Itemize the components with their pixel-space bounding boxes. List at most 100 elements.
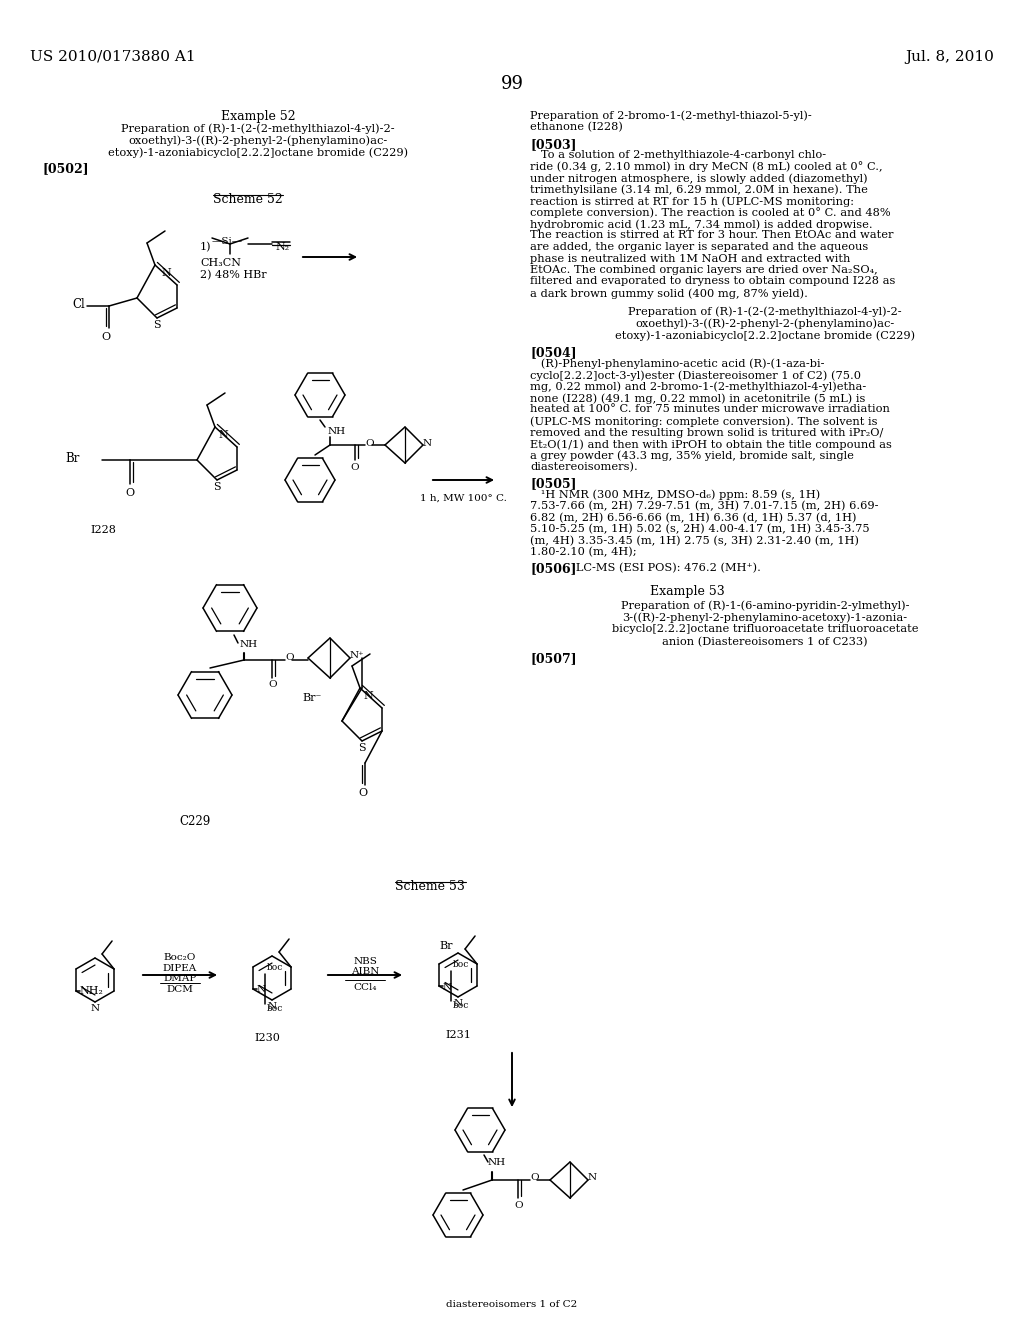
Text: N₂: N₂: [275, 242, 289, 252]
Text: heated at 100° C. for 75 minutes under microwave irradiation: heated at 100° C. for 75 minutes under m…: [530, 404, 890, 414]
Text: NH: NH: [328, 426, 346, 436]
Text: a grey powder (43.3 mg, 35% yield, bromide salt, single: a grey powder (43.3 mg, 35% yield, bromi…: [530, 450, 854, 461]
Text: oxoethyl)-3-((R)-2-phenyl-2-(phenylamino)ac-: oxoethyl)-3-((R)-2-phenyl-2-(phenylamino…: [128, 135, 388, 145]
Text: none (I228) (49.1 mg, 0.22 mmol) in acetonitrile (5 mL) is: none (I228) (49.1 mg, 0.22 mmol) in acet…: [530, 393, 865, 404]
Text: under nitrogen atmosphere, is slowly added (diazomethyl): under nitrogen atmosphere, is slowly add…: [530, 173, 867, 183]
Text: Br⁻: Br⁻: [302, 693, 322, 704]
Text: N: N: [218, 430, 228, 440]
Text: S: S: [358, 743, 366, 752]
Text: N: N: [454, 999, 463, 1008]
Text: (m, 4H) 3.35-3.45 (m, 1H) 2.75 (s, 3H) 2.31-2.40 (m, 1H): (m, 4H) 3.35-3.45 (m, 1H) 2.75 (s, 3H) 2…: [530, 536, 859, 546]
Text: boc: boc: [453, 960, 469, 969]
Text: boc: boc: [267, 964, 284, 972]
Text: 2) 48% HBr: 2) 48% HBr: [200, 271, 266, 280]
Text: N: N: [588, 1173, 597, 1183]
Text: ride (0.34 g, 2.10 mmol) in dry MeCN (8 mL) cooled at 0° C.,: ride (0.34 g, 2.10 mmol) in dry MeCN (8 …: [530, 161, 883, 173]
Text: Scheme 53: Scheme 53: [395, 880, 465, 894]
Text: C229: C229: [179, 814, 211, 828]
Text: N⁺: N⁺: [350, 651, 365, 660]
Text: O: O: [515, 1201, 523, 1210]
Text: Preparation of (R)-1-(2-(2-methylthiazol-4-yl)-2-: Preparation of (R)-1-(2-(2-methylthiazol…: [628, 306, 902, 317]
Text: LC-MS (ESI POS): 476.2 (MH⁺).: LC-MS (ESI POS): 476.2 (MH⁺).: [565, 562, 761, 573]
Text: O: O: [350, 463, 359, 473]
Text: phase is neutralized with 1M NaOH and extracted with: phase is neutralized with 1M NaOH and ex…: [530, 253, 850, 264]
Text: N: N: [443, 982, 452, 991]
Text: DCM: DCM: [167, 985, 194, 994]
Text: Jul. 8, 2010: Jul. 8, 2010: [905, 50, 994, 63]
Text: oxoethyl)-3-((R)-2-phenyl-2-(phenylamino)ac-: oxoethyl)-3-((R)-2-phenyl-2-(phenylamino…: [635, 318, 895, 329]
Text: (R)-Phenyl-phenylamino-acetic acid (R)-(1-aza-bi-: (R)-Phenyl-phenylamino-acetic acid (R)-(…: [530, 359, 824, 370]
Text: 1 h, MW 100° C.: 1 h, MW 100° C.: [420, 494, 507, 503]
Text: N: N: [90, 1005, 99, 1012]
Text: ¹H NMR (300 MHz, DMSO-d₆) ppm: 8.59 (s, 1H): ¹H NMR (300 MHz, DMSO-d₆) ppm: 8.59 (s, …: [530, 490, 820, 500]
Text: The reaction is stirred at RT for 3 hour. Then EtOAc and water: The reaction is stirred at RT for 3 hour…: [530, 231, 894, 240]
Text: mg, 0.22 mmol) and 2-bromo-1-(2-methylthiazol-4-yl)etha-: mg, 0.22 mmol) and 2-bromo-1-(2-methylth…: [530, 381, 866, 392]
Text: CH₃CN: CH₃CN: [200, 257, 241, 268]
Text: Example 53: Example 53: [650, 585, 725, 598]
Text: 3-((R)-2-phenyl-2-phenylamino-acetoxy)-1-azonia-: 3-((R)-2-phenyl-2-phenylamino-acetoxy)-1…: [623, 612, 907, 623]
Text: reaction is stirred at RT for 15 h (UPLC-MS monitoring:: reaction is stirred at RT for 15 h (UPLC…: [530, 195, 854, 206]
Text: O: O: [365, 438, 374, 447]
Text: N: N: [161, 268, 171, 279]
Text: O: O: [125, 488, 134, 498]
Text: etoxy)-1-azoniabicyclo[2.2.2]octane bromide (C229): etoxy)-1-azoniabicyclo[2.2.2]octane brom…: [615, 330, 915, 341]
Text: 5.10-5.25 (m, 1H) 5.02 (s, 2H) 4.00-4.17 (m, 1H) 3.45-3.75: 5.10-5.25 (m, 1H) 5.02 (s, 2H) 4.00-4.17…: [530, 524, 869, 535]
Text: O: O: [268, 680, 278, 689]
Text: [0504]: [0504]: [530, 346, 577, 359]
Text: 1.80-2.10 (m, 4H);: 1.80-2.10 (m, 4H);: [530, 546, 637, 557]
Text: a dark brown gummy solid (400 mg, 87% yield).: a dark brown gummy solid (400 mg, 87% yi…: [530, 288, 808, 298]
Text: 99: 99: [501, 75, 523, 92]
Text: are added, the organic layer is separated and the aqueous: are added, the organic layer is separate…: [530, 242, 868, 252]
Text: O: O: [530, 1173, 539, 1183]
Text: etoxy)-1-azoniabicyclo[2.2.2]octane bromide (C229): etoxy)-1-azoniabicyclo[2.2.2]octane brom…: [108, 147, 408, 157]
Text: complete conversion). The reaction is cooled at 0° C. and 48%: complete conversion). The reaction is co…: [530, 207, 891, 218]
Text: I230: I230: [254, 1034, 280, 1043]
Text: Example 52: Example 52: [221, 110, 295, 123]
Text: —Si—: —Si—: [211, 238, 243, 247]
Text: anion (Diastereoisomers 1 of C233): anion (Diastereoisomers 1 of C233): [663, 636, 867, 647]
Text: Br: Br: [66, 453, 80, 466]
Text: cyclo[2.2.2]oct-3-yl)ester (Diastereoisomer 1 of C2) (75.0: cyclo[2.2.2]oct-3-yl)ester (Diastereoiso…: [530, 370, 861, 380]
Text: Scheme 52: Scheme 52: [213, 193, 283, 206]
Text: I231: I231: [445, 1030, 471, 1040]
Text: NH₂: NH₂: [80, 986, 103, 997]
Text: NBS: NBS: [353, 957, 377, 966]
Text: filtered and evaporated to dryness to obtain compound I228 as: filtered and evaporated to dryness to ob…: [530, 276, 895, 286]
Text: O: O: [101, 333, 111, 342]
Text: ethanone (I228): ethanone (I228): [530, 121, 623, 132]
Text: DIPEA: DIPEA: [163, 964, 198, 973]
Text: [0507]: [0507]: [530, 652, 577, 665]
Text: AIBN: AIBN: [351, 968, 379, 975]
Text: 6.82 (m, 2H) 6.56-6.66 (m, 1H) 6.36 (d, 1H) 5.37 (d, 1H): 6.82 (m, 2H) 6.56-6.66 (m, 1H) 6.36 (d, …: [530, 512, 856, 523]
Text: bicyclo[2.2.2]octane trifluoroacetate trifluoroacetate: bicyclo[2.2.2]octane trifluoroacetate tr…: [611, 624, 919, 635]
Text: Boc₂O: Boc₂O: [164, 953, 197, 962]
Text: diastereoisomers 1 of C2: diastereoisomers 1 of C2: [446, 1300, 578, 1309]
Text: S: S: [213, 482, 221, 492]
Text: Cl: Cl: [73, 298, 85, 312]
Text: CCl₄: CCl₄: [353, 983, 377, 993]
Text: N: N: [364, 690, 373, 701]
Text: EtOAc. The combined organic layers are dried over Na₂SO₄,: EtOAc. The combined organic layers are d…: [530, 265, 878, 275]
Text: O: O: [358, 788, 368, 799]
Text: [0506]: [0506]: [530, 562, 577, 576]
Text: 1): 1): [200, 242, 212, 252]
Text: To a solution of 2-methylthiazole-4-carbonyl chlo-: To a solution of 2-methylthiazole-4-carb…: [530, 150, 826, 160]
Text: N: N: [267, 1002, 276, 1011]
Text: NH: NH: [240, 640, 258, 649]
Text: [0505]: [0505]: [530, 478, 577, 491]
Text: I228: I228: [90, 525, 116, 535]
Text: O: O: [285, 653, 294, 663]
Text: S: S: [154, 319, 161, 330]
Text: Br: Br: [439, 941, 453, 950]
Text: hydrobromic acid (1.23 mL, 7.34 mmol) is added dropwise.: hydrobromic acid (1.23 mL, 7.34 mmol) is…: [530, 219, 872, 230]
Text: [0502]: [0502]: [42, 162, 89, 176]
Text: N: N: [257, 986, 266, 994]
Text: US 2010/0173880 A1: US 2010/0173880 A1: [30, 50, 196, 63]
Text: Preparation of (R)-1-(2-(2-methylthiazol-4-yl)-2-: Preparation of (R)-1-(2-(2-methylthiazol…: [121, 123, 395, 133]
Text: Preparation of 2-bromo-1-(2-methyl-thiazol-5-yl)-: Preparation of 2-bromo-1-(2-methyl-thiaz…: [530, 110, 812, 120]
Text: removed and the resulting brown solid is tritured with iPr₂O/: removed and the resulting brown solid is…: [530, 428, 884, 437]
Text: (UPLC-MS monitoring: complete conversion). The solvent is: (UPLC-MS monitoring: complete conversion…: [530, 416, 878, 426]
Text: boc: boc: [453, 1001, 469, 1010]
Text: 7.53-7.66 (m, 2H) 7.29-7.51 (m, 3H) 7.01-7.15 (m, 2H) 6.69-: 7.53-7.66 (m, 2H) 7.29-7.51 (m, 3H) 7.01…: [530, 502, 879, 511]
Text: [0503]: [0503]: [530, 139, 577, 150]
